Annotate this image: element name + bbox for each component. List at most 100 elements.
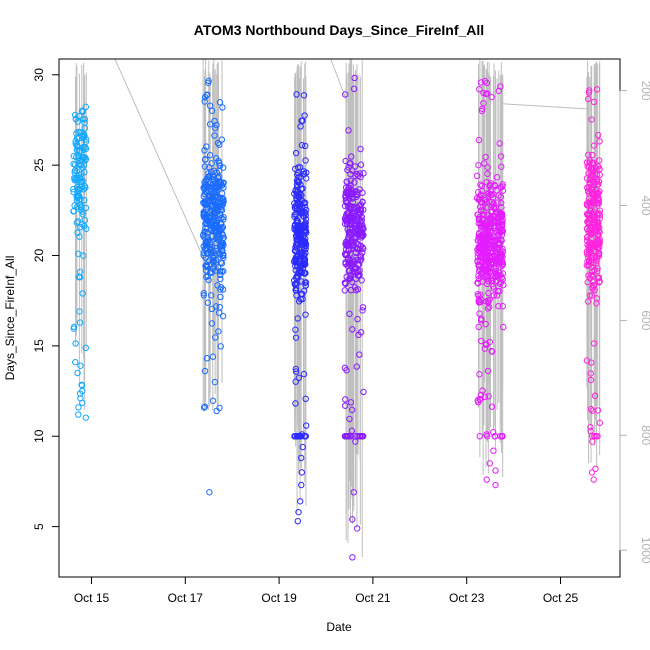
data-point (497, 210, 504, 218)
data-point (494, 220, 501, 227)
x-tick-label: Oct 23 (449, 591, 485, 605)
data-point (587, 370, 594, 377)
data-point (589, 172, 597, 180)
data-point (596, 207, 604, 214)
data-point (495, 192, 502, 199)
data-point (203, 355, 211, 362)
data-point (476, 236, 483, 244)
data-point (292, 259, 299, 266)
data-point (352, 212, 360, 219)
data-point (292, 334, 300, 341)
data-point (291, 433, 298, 440)
data-point (596, 249, 603, 257)
data-point (499, 303, 507, 310)
chart-title: ATOM3 Northbound Days_Since_FireInf_All (194, 22, 484, 38)
data-point (294, 433, 302, 440)
data-point (82, 138, 90, 146)
data-point (347, 177, 354, 184)
data-point (213, 121, 220, 129)
data-point (294, 217, 301, 225)
x-tick-label: Oct 17 (168, 591, 204, 605)
x-axis-label: Date (326, 620, 352, 634)
data-point (586, 247, 593, 255)
data-point (77, 395, 84, 402)
data-point (497, 184, 505, 191)
data-point (482, 242, 490, 250)
grey-connector (114, 58, 207, 265)
data-point (590, 259, 597, 267)
data-point (351, 210, 358, 218)
y-tick-label: 15 (32, 339, 46, 353)
data-point (292, 247, 299, 254)
data-point (349, 258, 357, 266)
data-point (72, 115, 80, 123)
data-point (498, 231, 506, 239)
data-point (482, 153, 489, 161)
data-point (216, 268, 224, 275)
data-point (474, 399, 482, 406)
data-point (200, 290, 207, 297)
data-point (353, 525, 361, 532)
data-point (74, 229, 81, 236)
data-point (209, 223, 216, 230)
data-point (485, 189, 492, 197)
data-point (203, 143, 210, 150)
data-point (218, 214, 225, 222)
data-point (300, 255, 308, 262)
data-point (295, 204, 303, 211)
data-point (485, 289, 492, 297)
data-point (345, 185, 352, 192)
data-point (495, 244, 502, 251)
data-point (589, 151, 596, 159)
data-point (293, 177, 301, 184)
data-point (206, 172, 213, 179)
data-point (345, 164, 352, 171)
data-point (480, 211, 488, 219)
data-point (595, 195, 602, 202)
data-point (294, 315, 301, 322)
data-point (492, 481, 499, 489)
data-point (498, 199, 505, 207)
data-point (295, 298, 303, 305)
right-axis: 200 400 600 800 1000 (619, 81, 650, 564)
grey-traces (74, 58, 601, 558)
data-point (208, 203, 215, 210)
data-point (207, 212, 214, 219)
data-point (484, 170, 491, 178)
data-point (595, 178, 603, 185)
data-point (357, 252, 365, 259)
data-point (217, 178, 224, 186)
data-point (216, 303, 223, 311)
data-point (300, 92, 308, 99)
data-point (343, 250, 350, 258)
data-point (352, 438, 359, 445)
data-point (346, 193, 353, 200)
data-point (302, 422, 310, 429)
data-point (207, 196, 215, 203)
data-point (357, 161, 365, 168)
data-point (488, 403, 496, 410)
data-point (588, 271, 595, 279)
data-point (342, 396, 349, 403)
data-point (487, 191, 494, 199)
data-point (356, 351, 363, 358)
data-point (77, 128, 84, 136)
data-point (210, 216, 217, 224)
data-point (213, 192, 220, 200)
data-point (493, 174, 501, 181)
data-point (587, 405, 595, 413)
data-point (592, 164, 600, 172)
data-point (356, 433, 363, 440)
data-point (302, 157, 309, 164)
data-point (216, 141, 223, 148)
data-point (591, 433, 598, 440)
data-point (357, 145, 364, 153)
data-point (217, 293, 224, 301)
data-point (583, 357, 591, 364)
data-point (585, 89, 593, 96)
data-point (219, 194, 226, 202)
data-point (201, 403, 209, 410)
data-point (71, 169, 78, 176)
data-point (212, 303, 220, 310)
data-point (202, 156, 209, 163)
